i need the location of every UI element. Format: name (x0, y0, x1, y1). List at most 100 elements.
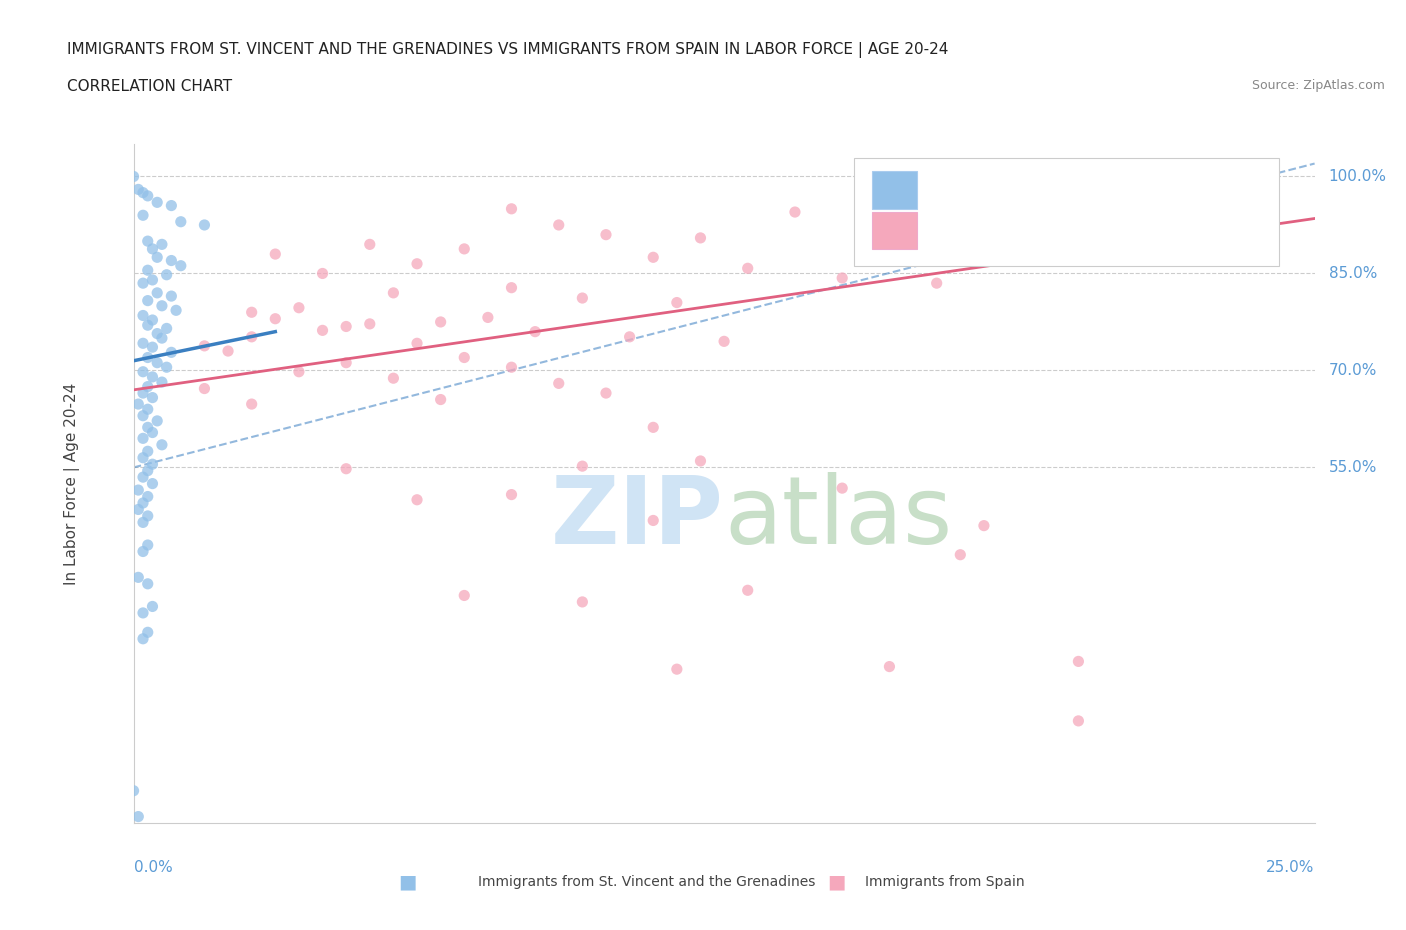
FancyBboxPatch shape (872, 171, 917, 208)
Text: 25.0%: 25.0% (1267, 860, 1315, 875)
Text: atlas: atlas (724, 472, 952, 564)
Point (193, 218, 215, 232)
Point (136, 538, 159, 552)
Point (453, 242, 475, 257)
Point (359, 316, 381, 331)
Point (1067, 654, 1090, 669)
Point (547, 376, 569, 391)
Point (335, 355, 357, 370)
Point (595, 227, 617, 242)
Point (689, 231, 711, 246)
Point (217, 343, 239, 358)
Point (925, 275, 948, 290)
Point (335, 461, 357, 476)
Point (643, 513, 665, 528)
Point (240, 329, 263, 344)
Point (382, 371, 405, 386)
Point (335, 319, 357, 334)
Point (146, 250, 169, 265)
Text: Immigrants from Spain: Immigrants from Spain (865, 874, 1025, 889)
Point (453, 350, 475, 365)
Point (132, 605, 155, 620)
Point (146, 195, 169, 210)
Point (264, 246, 287, 261)
Point (160, 198, 183, 213)
Point (477, 310, 499, 325)
Point (156, 321, 179, 336)
Point (136, 379, 159, 394)
FancyBboxPatch shape (853, 158, 1279, 266)
Point (146, 355, 169, 370)
Point (141, 425, 163, 440)
Point (382, 286, 405, 300)
Point (136, 625, 159, 640)
Point (132, 450, 155, 465)
Point (643, 420, 665, 435)
Point (170, 214, 193, 229)
Text: 0.0%: 0.0% (134, 860, 173, 875)
Point (359, 237, 381, 252)
Point (141, 312, 163, 327)
Point (136, 189, 159, 204)
Text: Source: ZipAtlas.com: Source: ZipAtlas.com (1251, 79, 1385, 92)
Point (132, 544, 155, 559)
Point (150, 331, 173, 346)
Point (501, 202, 523, 217)
Point (122, 783, 145, 798)
Point (127, 809, 149, 824)
Point (141, 476, 163, 491)
Point (132, 275, 155, 290)
Point (136, 577, 159, 591)
Text: Immigrants from St. Vincent and the Grenadines: Immigrants from St. Vincent and the Gren… (478, 874, 815, 889)
Point (949, 547, 972, 562)
Point (453, 588, 475, 603)
Point (132, 336, 155, 351)
Point (136, 350, 159, 365)
Point (240, 396, 263, 411)
Point (150, 237, 173, 252)
Text: 55.0%: 55.0% (1329, 460, 1376, 475)
Point (150, 375, 173, 390)
Point (150, 437, 173, 452)
Point (783, 205, 806, 219)
Point (311, 323, 333, 338)
Point (132, 408, 155, 423)
Text: 85.0%: 85.0% (1329, 266, 1376, 281)
Point (156, 360, 179, 375)
Point (524, 325, 547, 339)
Point (973, 518, 995, 533)
Point (160, 345, 183, 360)
Text: ZIP: ZIP (551, 472, 724, 564)
Point (879, 659, 901, 674)
Point (406, 336, 429, 351)
Point (132, 386, 155, 401)
Point (136, 463, 159, 478)
Point (136, 509, 159, 524)
Point (689, 454, 711, 469)
Point (136, 263, 159, 278)
Text: ■: ■ (827, 872, 846, 891)
Point (665, 295, 688, 310)
Point (501, 487, 523, 502)
Point (122, 169, 145, 184)
Point (136, 318, 159, 333)
Point (571, 458, 593, 473)
Text: IMMIGRANTS FROM ST. VINCENT AND THE GRENADINES VS IMMIGRANTS FROM SPAIN IN LABOR: IMMIGRANTS FROM ST. VINCENT AND THE GREN… (67, 42, 949, 58)
Point (1067, 713, 1090, 728)
Point (136, 489, 159, 504)
FancyBboxPatch shape (872, 212, 917, 249)
Point (127, 483, 149, 498)
Point (501, 360, 523, 375)
Point (595, 386, 617, 401)
Point (141, 391, 163, 405)
Point (146, 326, 169, 341)
Text: CORRELATION CHART: CORRELATION CHART (67, 79, 232, 94)
Point (170, 259, 193, 273)
Point (571, 594, 593, 609)
Point (737, 260, 759, 275)
Point (831, 271, 853, 286)
Point (132, 470, 155, 485)
Point (150, 299, 173, 313)
Point (127, 570, 149, 585)
Point (136, 402, 159, 417)
